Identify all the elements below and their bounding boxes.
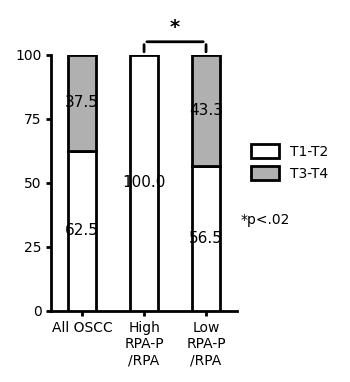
Text: 62.5: 62.5 [65,223,99,238]
Text: 100.0: 100.0 [122,175,166,190]
Text: *: * [170,18,180,37]
Bar [68,55,96,151]
Bar [68,151,96,311]
Text: *p<.02: *p<.02 [241,214,290,228]
Bar [130,55,158,311]
Legend: T1-T2, T3-T4: T1-T2, T3-T4 [244,137,335,188]
Bar [192,166,220,311]
Text: 37.5: 37.5 [65,95,99,110]
Bar [192,55,220,166]
Text: 56.5: 56.5 [189,231,223,246]
Text: 43.3: 43.3 [189,103,223,118]
